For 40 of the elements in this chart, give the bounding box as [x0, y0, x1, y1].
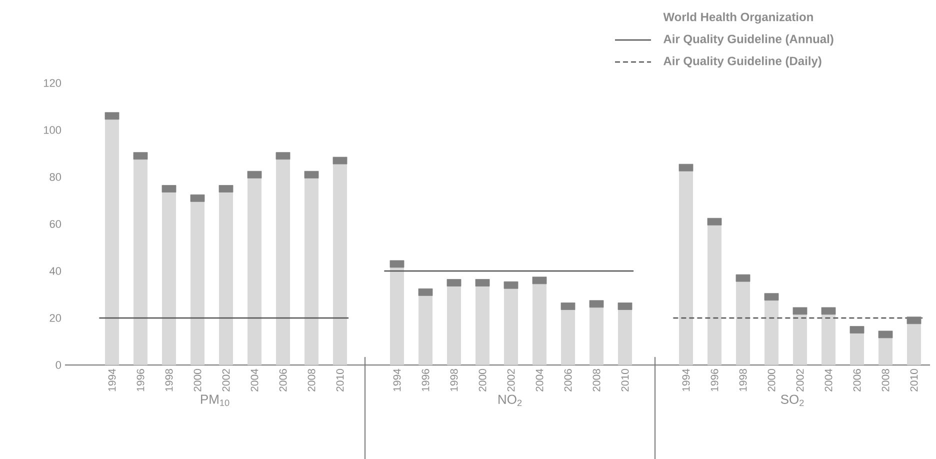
x-tick-label: 2010 [621, 368, 629, 392]
legend-label: Air Quality Guideline (Daily) [664, 56, 822, 68]
y-tick-label: 100 [44, 126, 62, 134]
x-tick-label: 1998 [450, 369, 458, 392]
x-tick-label: 2006 [564, 369, 572, 392]
x-tick-label: 1996 [136, 369, 144, 392]
x-tick-label: 2000 [194, 368, 202, 392]
x-tick-label: 2002 [796, 369, 804, 392]
x-tick-label: 2008 [882, 369, 890, 392]
x-tick-label: 1996 [710, 369, 718, 392]
x-tick-label: 2000 [768, 368, 776, 392]
x-tick-label: 2010 [910, 368, 918, 392]
y-tick-label: 0 [56, 361, 62, 369]
legend-title: World Health Organization [663, 12, 813, 24]
y-tick-label: 20 [50, 314, 62, 322]
x-tick-label: 2006 [279, 369, 287, 392]
x-tick-label: 2002 [507, 369, 515, 392]
legend-label: Air Quality Guideline (Annual) [664, 34, 834, 46]
y-tick-label: 40 [49, 267, 62, 275]
x-tick-label: 1994 [108, 368, 116, 392]
x-tick-label: 1998 [739, 369, 747, 392]
x-tick-label: 2000 [478, 368, 486, 392]
y-tick-label: 60 [50, 220, 62, 228]
x-axis-title: PM$_{10}$ [201, 394, 230, 406]
x-tick-label: 1998 [165, 369, 173, 392]
x-tick-label: 1994 [393, 368, 401, 392]
x-tick-label: 1996 [422, 369, 430, 392]
x-tick-label: 2010 [336, 368, 344, 392]
x-tick-label: 2004 [536, 368, 544, 392]
x-tick-label: 2006 [853, 369, 861, 392]
y-tick-label: 120 [44, 79, 62, 87]
x-axis-title: SO$_{2}$ [780, 394, 804, 406]
y-tick-label: 80 [50, 173, 62, 181]
x-tick-label: 2008 [308, 369, 316, 392]
x-tick-label: 2004 [824, 368, 832, 392]
x-tick-label: 2002 [222, 369, 230, 392]
x-axis-title: NO$_{2}$ [498, 394, 522, 406]
x-tick-label: 2008 [592, 369, 600, 392]
x-tick-label: 1994 [682, 368, 690, 392]
x-tick-label: 2004 [250, 368, 258, 392]
